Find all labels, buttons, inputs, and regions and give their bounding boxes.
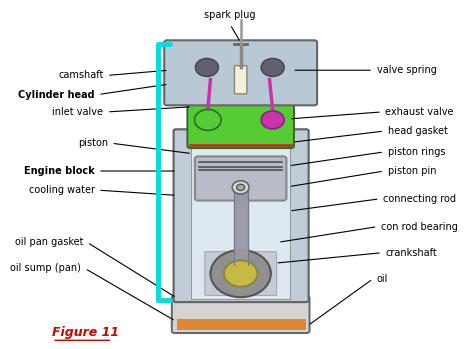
- Text: head gasket: head gasket: [388, 126, 447, 136]
- Text: oil sump (pan): oil sump (pan): [10, 263, 81, 273]
- FancyBboxPatch shape: [187, 94, 294, 148]
- Text: Figure 11: Figure 11: [52, 326, 119, 339]
- Circle shape: [195, 58, 219, 76]
- FancyBboxPatch shape: [173, 129, 309, 302]
- Circle shape: [261, 58, 284, 76]
- Circle shape: [194, 110, 221, 131]
- Text: piston rings: piston rings: [388, 147, 445, 157]
- Text: crankshaft: crankshaft: [385, 248, 437, 258]
- Text: spark plug: spark plug: [204, 10, 256, 20]
- Circle shape: [224, 260, 257, 287]
- Text: valve spring: valve spring: [377, 65, 437, 75]
- Circle shape: [237, 184, 245, 191]
- Text: Engine block: Engine block: [24, 166, 94, 176]
- Text: inlet valve: inlet valve: [53, 107, 103, 117]
- Bar: [177, 319, 306, 330]
- Text: piston: piston: [78, 138, 108, 148]
- Bar: [191, 143, 290, 299]
- Circle shape: [261, 111, 284, 129]
- Text: oil: oil: [377, 274, 388, 284]
- Text: con rod bearing: con rod bearing: [381, 222, 458, 232]
- Text: exhaust valve: exhaust valve: [385, 107, 454, 117]
- Text: camshaft: camshaft: [58, 70, 103, 80]
- Text: Cylinder head: Cylinder head: [18, 90, 94, 99]
- FancyBboxPatch shape: [164, 40, 317, 105]
- FancyBboxPatch shape: [205, 252, 277, 296]
- Text: cooling water: cooling water: [28, 185, 94, 195]
- FancyBboxPatch shape: [172, 296, 310, 333]
- FancyBboxPatch shape: [195, 156, 286, 201]
- Text: piston pin: piston pin: [388, 166, 436, 176]
- Circle shape: [232, 181, 249, 194]
- Circle shape: [210, 250, 271, 297]
- Text: oil pan gasket: oil pan gasket: [15, 237, 83, 247]
- Text: connecting rod: connecting rod: [383, 194, 456, 204]
- FancyBboxPatch shape: [235, 66, 247, 94]
